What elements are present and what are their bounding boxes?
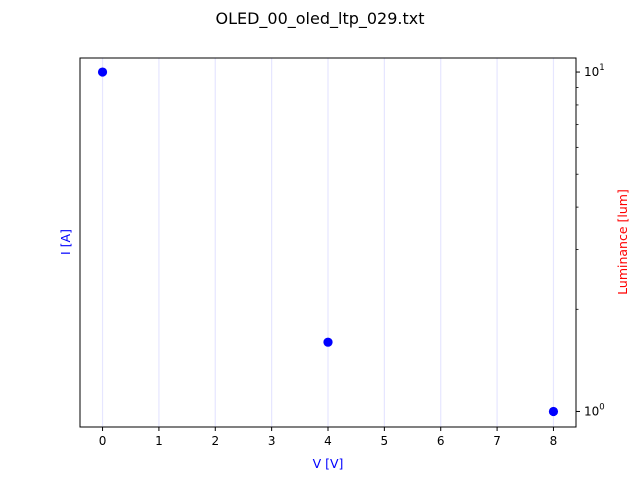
y-left-axis-label: I [A] (58, 229, 73, 255)
y-right-tick-label: 100 (584, 402, 605, 418)
y-right-tick-label: 101 (584, 63, 605, 79)
data-point (548, 406, 559, 417)
x-tick-label: 4 (324, 434, 332, 448)
y-right-axis-label: Luminance [lum] (615, 189, 630, 295)
points-layer (97, 67, 559, 417)
x-axis-label: V [V] (313, 456, 344, 471)
x-tick-label: 6 (437, 434, 445, 448)
x-tick-label: 8 (550, 434, 558, 448)
chart-title: OLED_00_oled_ltp_029.txt (215, 9, 424, 29)
x-axis-ticks: 0 1 2 3 4 5 6 7 8 (99, 427, 558, 448)
y-right-axis-ticks: 100 101 (576, 63, 605, 418)
x-tick-label: 2 (211, 434, 219, 448)
data-point (323, 337, 333, 347)
grid-layer (101, 58, 555, 427)
x-tick-label: 0 (99, 434, 107, 448)
x-tick-label: 1 (155, 434, 163, 448)
x-tick-label: 5 (381, 434, 389, 448)
x-tick-label: 7 (493, 434, 501, 448)
x-tick-label: 3 (268, 434, 276, 448)
data-point (97, 67, 108, 77)
